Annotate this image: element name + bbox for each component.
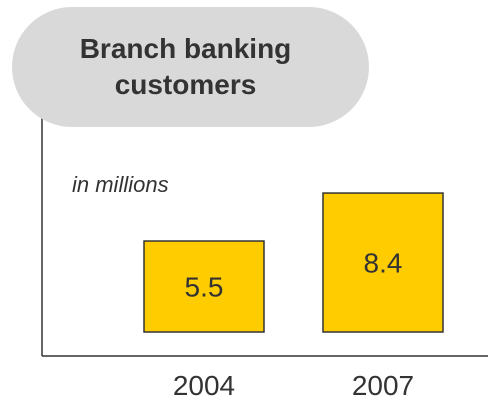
category-label-2004: 2004 bbox=[173, 370, 235, 399]
chart-subtitle: in millions bbox=[72, 172, 169, 197]
bars-layer bbox=[143, 192, 444, 333]
bar-2007 bbox=[322, 192, 444, 333]
chart-title: Branch banking customers bbox=[79, 33, 292, 100]
labels-layer: 5.5 2004 8.4 2007 bbox=[173, 248, 414, 399]
bar-2004 bbox=[143, 240, 265, 333]
value-label-2004: 5.5 bbox=[185, 272, 224, 303]
value-label-2007: 8.4 bbox=[364, 248, 403, 279]
category-label-2007: 2007 bbox=[352, 370, 414, 399]
title-banner: Branch banking customers bbox=[12, 7, 369, 127]
